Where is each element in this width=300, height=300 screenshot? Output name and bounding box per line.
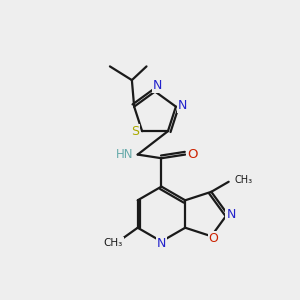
Text: CH₃: CH₃ [104,238,123,248]
Text: N: N [157,237,166,250]
Text: O: O [208,232,218,245]
Text: N: N [153,80,162,92]
Text: N: N [226,208,236,220]
Text: HN: HN [116,148,133,161]
Text: N: N [178,99,187,112]
Text: CH₃: CH₃ [234,175,252,185]
Text: O: O [187,148,197,161]
Text: S: S [131,125,139,138]
